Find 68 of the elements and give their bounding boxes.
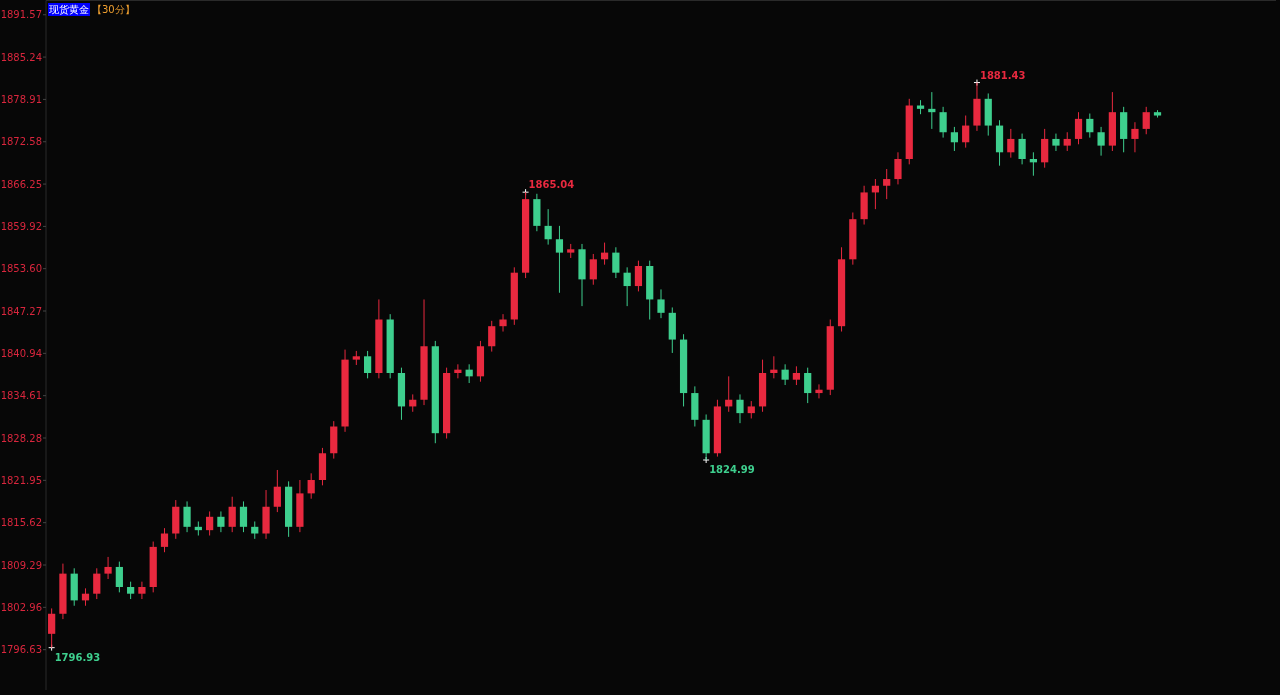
candlestick — [1007, 128, 1015, 159]
annotation: 1796.93 — [54, 651, 101, 663]
candlestick — [228, 496, 236, 533]
candlestick — [115, 561, 123, 593]
y-tick-label: 1809.29 — [0, 559, 42, 571]
candlestick — [1074, 111, 1083, 145]
candlestick — [183, 500, 191, 533]
candlestick — [1063, 131, 1071, 152]
chart-subtitle: 【30分】 — [92, 4, 135, 15]
y-tick-label: 1891.57 — [0, 9, 42, 21]
candlestick — [1131, 121, 1139, 153]
candlestick — [544, 208, 552, 246]
candlestick — [93, 567, 101, 600]
title: 现货黄金 — [48, 3, 90, 16]
candlestick — [104, 556, 112, 580]
candlestick — [781, 363, 789, 386]
candlestick — [138, 581, 146, 600]
candlestick — [792, 365, 801, 386]
annotation: 1824.99 — [709, 464, 755, 476]
annotation: 1881.43 — [973, 69, 1026, 87]
candlestick — [307, 472, 315, 500]
candlestick — [1086, 113, 1094, 139]
candlestick — [217, 510, 225, 533]
candlestick — [736, 393, 744, 424]
y-tick-label: 1802.96 — [0, 601, 42, 613]
y-tick-label: 1853.60 — [0, 263, 42, 275]
candlestick — [657, 288, 665, 319]
annotation: 1865.04 — [522, 179, 575, 196]
candlestick — [883, 168, 891, 200]
candlestick — [612, 246, 620, 279]
y-tick-label: 1878.91 — [0, 93, 42, 105]
y-tick-label: 1815.62 — [0, 517, 42, 529]
candlestick — [160, 527, 169, 553]
annotation: 1824.99 — [702, 456, 755, 475]
candlestick — [962, 115, 970, 149]
candlestick — [1018, 133, 1026, 165]
candlestick — [804, 367, 812, 404]
y-tick-label: 1847.27 — [0, 305, 42, 317]
candlestick — [1097, 126, 1105, 157]
y-tick-label: 1866.25 — [0, 178, 42, 190]
candlestick — [488, 320, 496, 353]
y-tick-label: 1834.61 — [0, 390, 42, 402]
candlestick — [364, 350, 372, 379]
y-tick-label: 1840.94 — [0, 347, 42, 359]
candlestick — [634, 260, 643, 292]
y-tick-label: 1828.28 — [0, 432, 42, 444]
y-tick-label: 1796.63 — [0, 644, 42, 656]
candlestick — [499, 313, 507, 333]
candlestick — [1142, 106, 1150, 135]
y-tick-label: 1872.58 — [0, 136, 42, 148]
y-tick-label: 1859.92 — [0, 220, 42, 232]
candlestick — [1052, 133, 1060, 152]
candlestick — [273, 469, 281, 513]
candlestick — [950, 126, 959, 152]
annotation: 1796.93 — [48, 644, 101, 663]
candlestick — [1041, 128, 1049, 169]
candlestick — [589, 253, 597, 286]
candlestick — [939, 106, 947, 139]
y-tick-label: 1885.24 — [0, 51, 42, 63]
candlestick — [815, 383, 823, 399]
annotation: 1881.43 — [979, 69, 1026, 81]
candlestick — [894, 151, 902, 185]
candlestick — [555, 225, 564, 294]
candlestick — [623, 266, 631, 307]
annotation: 1865.04 — [528, 179, 575, 191]
y-tick-label: 1821.95 — [0, 474, 42, 486]
candlestick — [239, 500, 248, 533]
candlestick — [206, 510, 214, 537]
